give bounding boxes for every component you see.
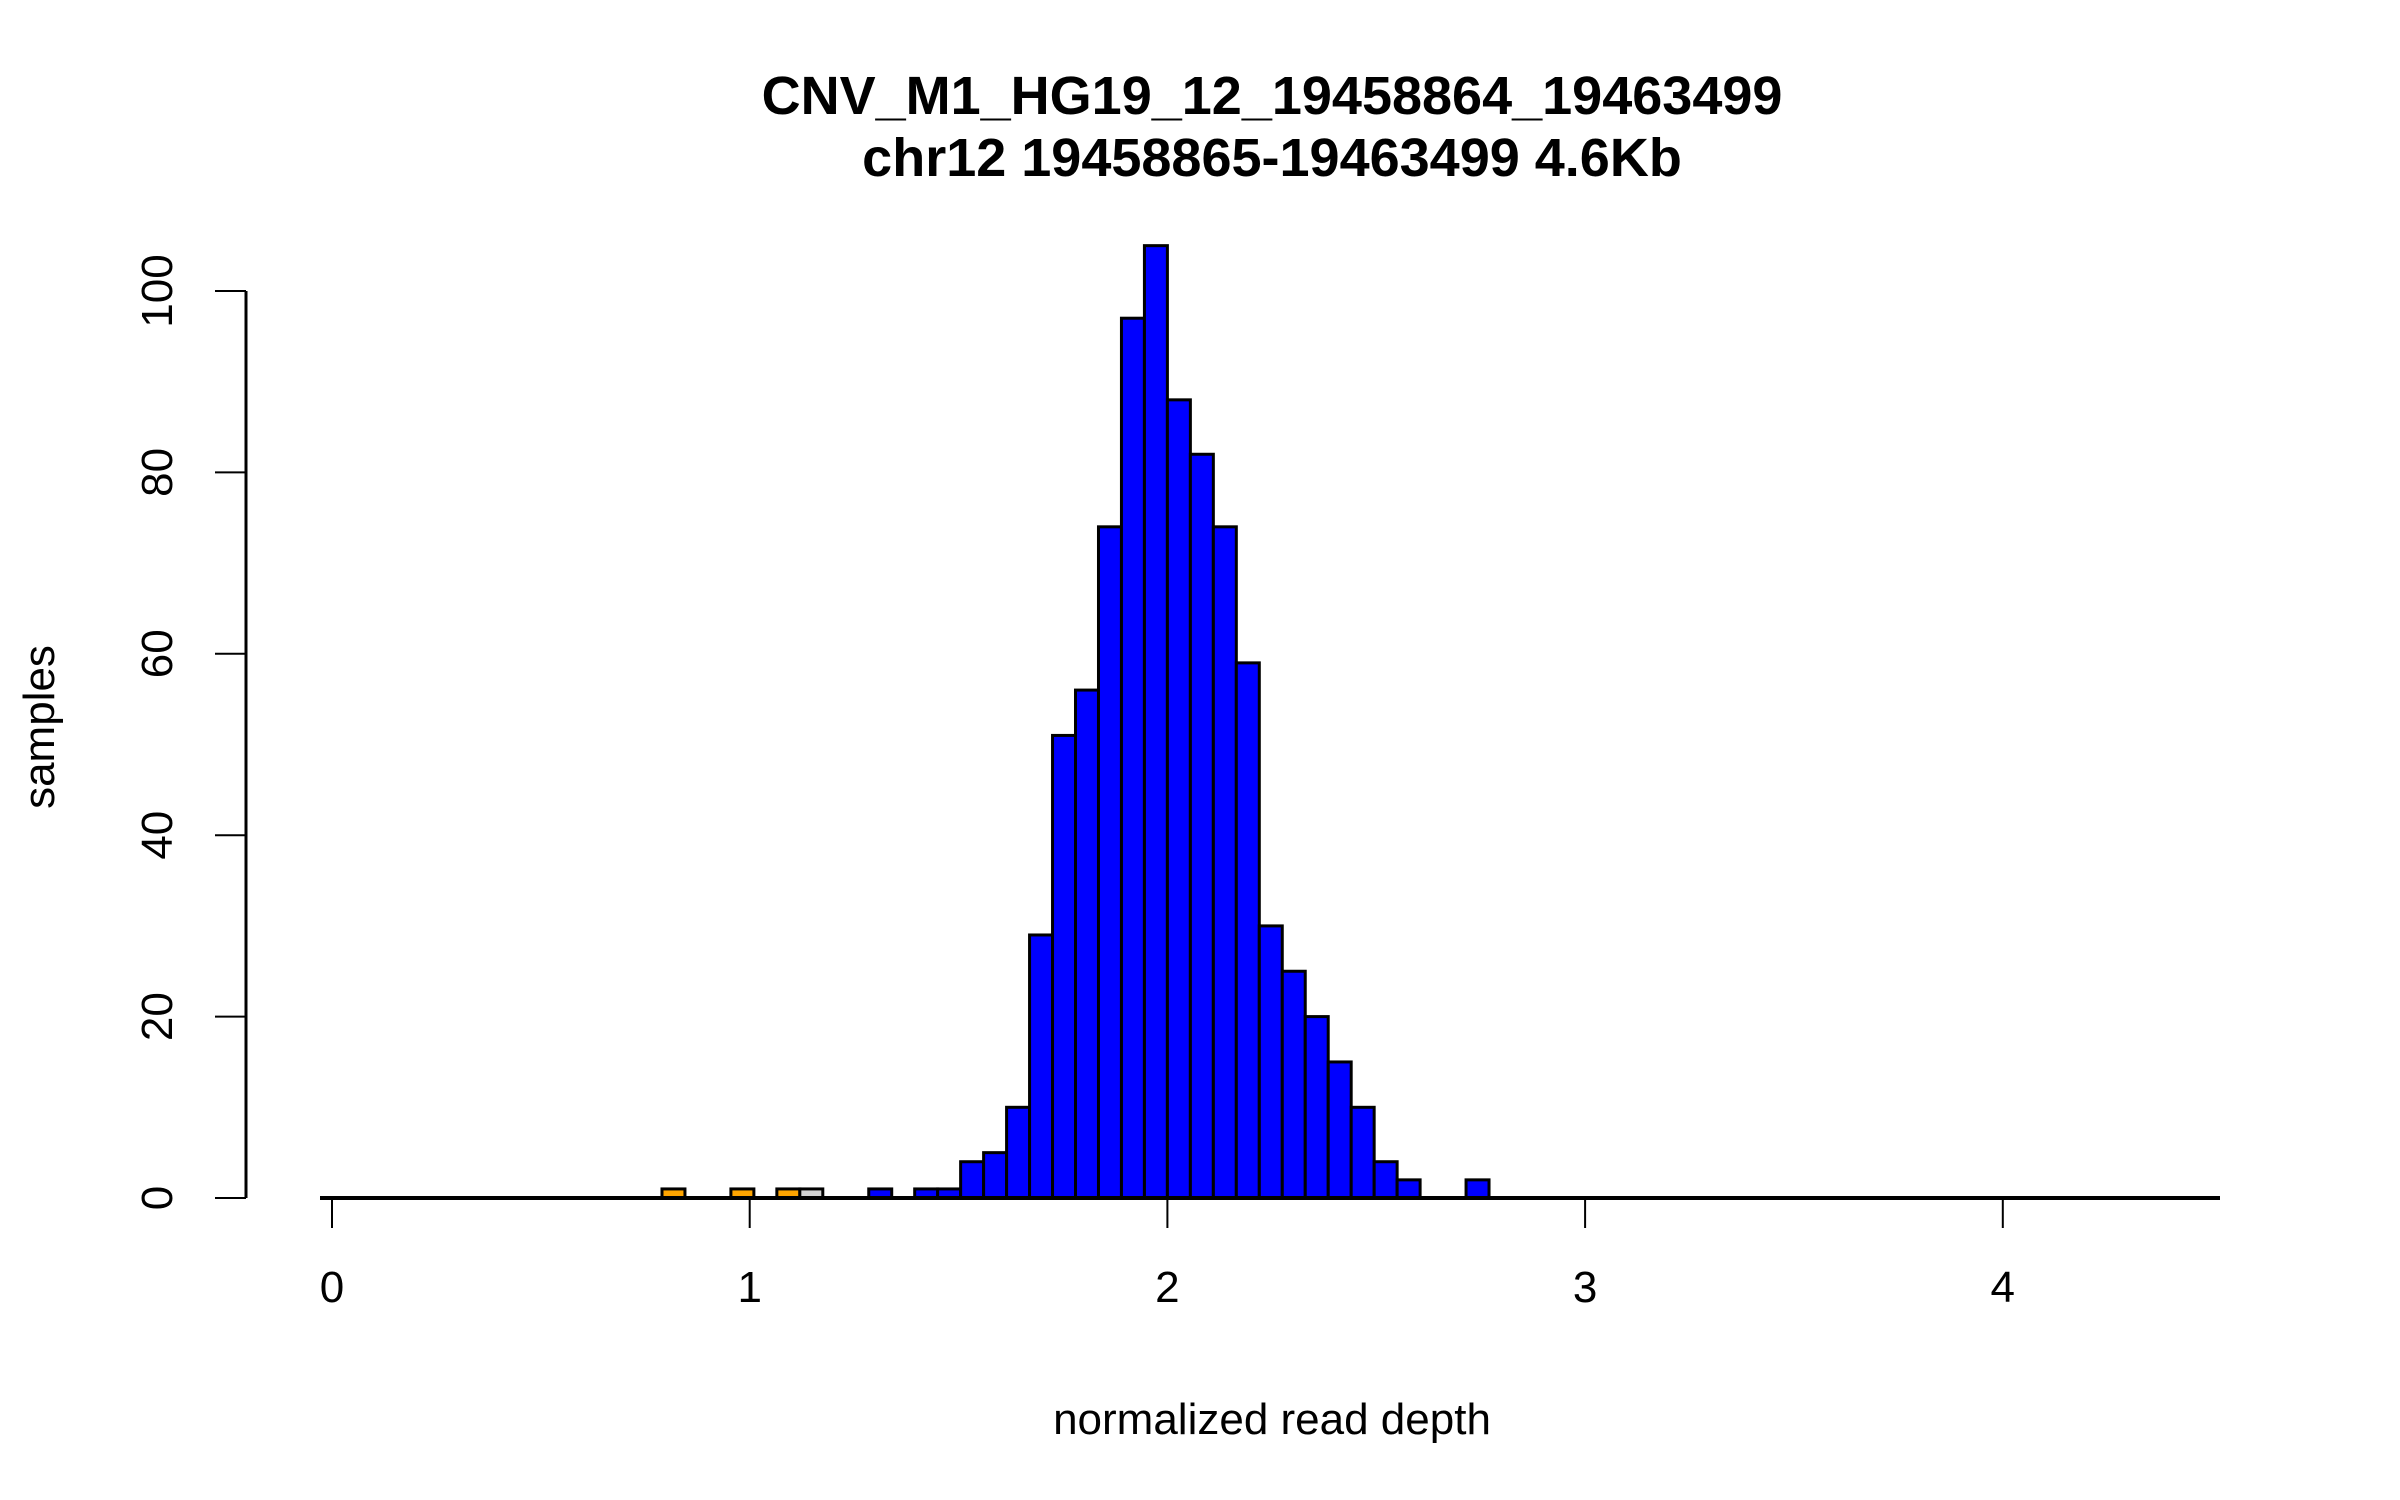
bar-11 bbox=[1051, 733, 1078, 1200]
y-axis: 0 20 40 60 80 100 bbox=[133, 254, 248, 1210]
bar-14 bbox=[1119, 316, 1146, 1200]
x-tick-label: 4 bbox=[1991, 1263, 2015, 1312]
y-tick-label: 60 bbox=[133, 629, 182, 678]
x-tick-label: 2 bbox=[1155, 1263, 1179, 1312]
bar-12 bbox=[1074, 688, 1100, 1200]
bar-8 bbox=[982, 1151, 1009, 1200]
bars bbox=[660, 244, 1491, 1200]
bar-9 bbox=[1005, 1105, 1032, 1200]
bar-21 bbox=[1280, 969, 1307, 1200]
bar-16 bbox=[1165, 398, 1192, 1200]
bar-17 bbox=[1188, 452, 1215, 1200]
x-tick-label: 0 bbox=[320, 1263, 344, 1312]
bar-18 bbox=[1211, 525, 1238, 1200]
bar-13 bbox=[1096, 525, 1123, 1200]
bar-20 bbox=[1257, 924, 1284, 1200]
bar-19 bbox=[1234, 661, 1261, 1200]
x-axis-label: normalized read depth bbox=[1053, 1395, 1491, 1444]
y-axis-label: samples bbox=[15, 645, 64, 809]
y-tick-label: 0 bbox=[133, 1186, 182, 1210]
bar-25 bbox=[1372, 1160, 1399, 1200]
bar-24 bbox=[1349, 1105, 1376, 1200]
bar-22 bbox=[1303, 1015, 1330, 1200]
y-tick-label: 100 bbox=[133, 254, 182, 327]
bar-26 bbox=[1395, 1178, 1422, 1200]
y-tick-label: 80 bbox=[133, 448, 182, 497]
bar-27 bbox=[1464, 1178, 1491, 1200]
y-tick-label: 20 bbox=[133, 992, 182, 1041]
bar-23 bbox=[1326, 1060, 1353, 1200]
chart-subtitle: chr12 19458865-19463499 4.6Kb bbox=[862, 128, 1682, 188]
x-axis: 0 1 2 3 4 bbox=[320, 1198, 2015, 1312]
chart-title: CNV_M1_HG19_12_19458864_19463499 bbox=[762, 66, 1783, 126]
bar-10 bbox=[1028, 933, 1055, 1200]
x-tick-label: 1 bbox=[737, 1263, 761, 1312]
x-tick-label: 3 bbox=[1573, 1263, 1597, 1312]
bar-15 bbox=[1142, 244, 1169, 1200]
y-tick-label: 40 bbox=[133, 811, 182, 860]
bar-7 bbox=[959, 1160, 986, 1200]
